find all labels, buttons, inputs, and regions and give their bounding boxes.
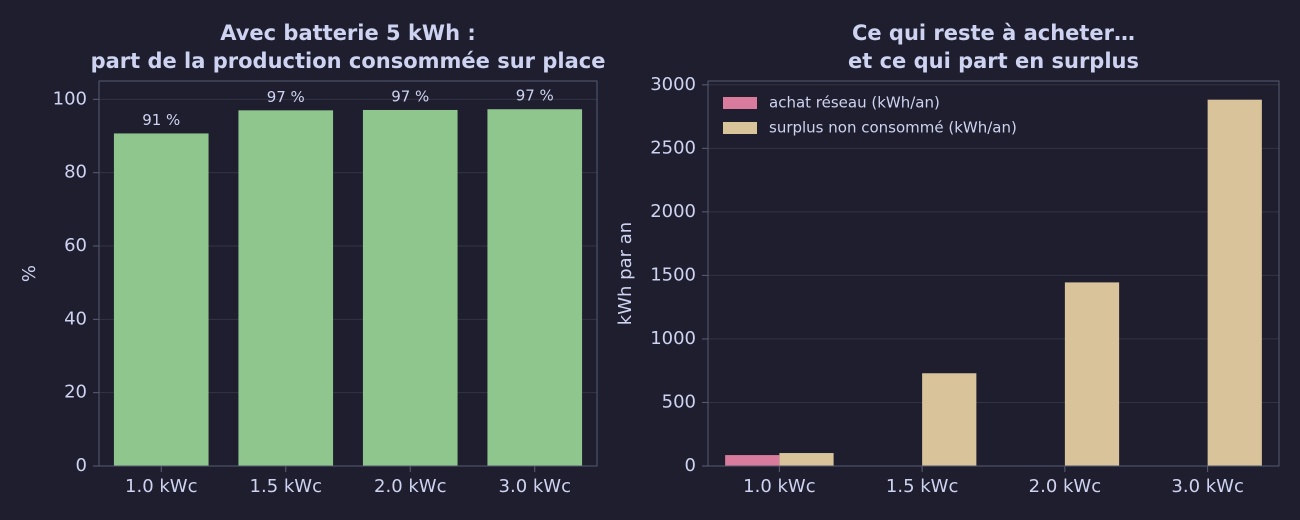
y-tick-label: 2500 bbox=[650, 137, 696, 158]
x-tick-label: 2.0 kWc bbox=[1029, 476, 1101, 497]
bar bbox=[238, 110, 334, 466]
bar bbox=[113, 133, 209, 466]
legend-label: surplus non consommé (kWh/an) bbox=[769, 119, 1017, 137]
legend-label: achat réseau (kWh/an) bbox=[769, 94, 940, 112]
y-tick-label: 0 bbox=[685, 455, 696, 476]
x-tick-label: 1.5 kWc bbox=[886, 476, 958, 497]
bar bbox=[1064, 282, 1120, 466]
y-tick-label: 80 bbox=[64, 162, 87, 183]
bar bbox=[922, 373, 977, 466]
y-tick-label: 20 bbox=[64, 382, 87, 403]
y-tick-label: 1500 bbox=[650, 264, 696, 285]
y-tick-label: 3000 bbox=[650, 74, 696, 95]
value-label: 97 % bbox=[516, 87, 554, 105]
y-tick-label: 500 bbox=[662, 391, 696, 412]
y-tick-label: 2000 bbox=[650, 201, 696, 222]
x-tick-label: 3.0 kWc bbox=[1171, 476, 1243, 497]
y-axis-label: % bbox=[19, 265, 40, 282]
value-label: 97 % bbox=[391, 87, 429, 105]
bar bbox=[779, 453, 834, 466]
plot-frame bbox=[707, 80, 1280, 467]
bar bbox=[1207, 99, 1262, 466]
y-axis-label: kWh par an bbox=[615, 222, 636, 325]
x-tick-label: 1.0 kWc bbox=[743, 476, 815, 497]
chart-title: Ce qui reste à acheter… bbox=[852, 21, 1135, 45]
y-tick-label: 0 bbox=[76, 455, 87, 476]
y-tick-label: 100 bbox=[53, 88, 87, 109]
bar bbox=[487, 109, 583, 466]
y-tick-label: 1000 bbox=[650, 328, 696, 349]
bar bbox=[725, 455, 780, 466]
x-tick-label: 1.5 kWc bbox=[250, 476, 322, 497]
chart-title: et ce qui part en surplus bbox=[848, 49, 1139, 73]
legend-swatch bbox=[723, 122, 757, 134]
x-tick-label: 2.0 kWc bbox=[374, 476, 446, 497]
x-tick-label: 3.0 kWc bbox=[499, 476, 571, 497]
y-tick-label: 60 bbox=[64, 235, 87, 256]
value-label: 97 % bbox=[267, 88, 305, 106]
y-tick-label: 40 bbox=[64, 308, 87, 329]
x-tick-label: 1.0 kWc bbox=[125, 476, 197, 497]
legend-swatch bbox=[723, 97, 757, 109]
bar bbox=[362, 109, 458, 466]
chart-title: Avec batterie 5 kWh : bbox=[220, 21, 476, 45]
chart-title: part de la production consommée sur plac… bbox=[91, 49, 606, 73]
plot-frame bbox=[98, 80, 598, 467]
value-label: 91 % bbox=[142, 111, 180, 129]
